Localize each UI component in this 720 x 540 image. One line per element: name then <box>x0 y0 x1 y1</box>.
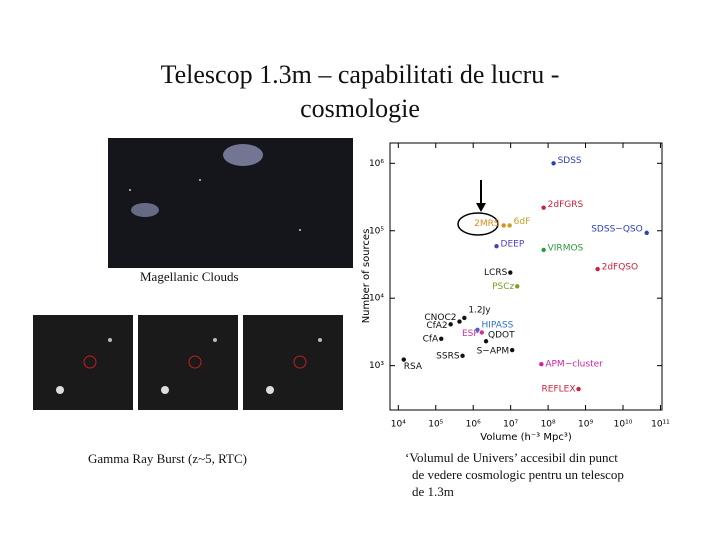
x-tick-label: 10⁵ <box>428 420 443 430</box>
point-label: SDSS <box>558 156 582 166</box>
data-point <box>576 386 581 392</box>
data-point <box>595 266 600 272</box>
x-tick-label: 10⁷ <box>503 420 518 430</box>
chart-caption: de 1.3m <box>412 484 454 499</box>
image-caption: Magellanic Clouds <box>140 269 239 284</box>
star <box>56 386 64 394</box>
marker <box>188 355 202 369</box>
x-tick-label: 10¹¹ <box>651 420 670 430</box>
y-tick-label: 10⁵ <box>369 226 384 236</box>
point-label: 2MRS <box>474 219 500 229</box>
highlight-ellipse <box>457 212 499 236</box>
star <box>129 189 131 191</box>
data-point <box>457 319 462 324</box>
y-tick-label: 10⁶ <box>369 159 384 169</box>
star <box>266 386 274 394</box>
chart-caption: ‘Volumul de Univers’ accesibil din punct <box>405 450 618 465</box>
point-label: VIRMOS <box>548 243 584 253</box>
star <box>161 386 169 394</box>
y-tick-label: 10³ <box>369 361 384 371</box>
point-label: DEEP <box>501 240 525 250</box>
data-point <box>494 244 499 249</box>
data-point <box>644 230 649 236</box>
data-point <box>539 362 544 367</box>
star <box>299 229 301 231</box>
data-point <box>460 353 465 358</box>
data-point <box>475 327 480 333</box>
data-point <box>462 315 467 321</box>
star <box>108 338 112 342</box>
plot-frame <box>389 142 663 411</box>
grb-panels <box>33 315 343 410</box>
data-point <box>439 336 444 342</box>
arrow-head <box>476 203 486 212</box>
point-label: QDOT <box>488 331 515 341</box>
galaxy <box>223 144 263 166</box>
point-label: REFLEX <box>542 385 576 395</box>
photo <box>138 315 238 410</box>
point-label: HIPASS <box>481 320 513 330</box>
point-label: 1.2Jy <box>468 305 491 315</box>
point-label: CNOC2 <box>424 313 456 323</box>
point-label: LCRS <box>484 268 508 278</box>
point-label: RSA <box>404 362 423 372</box>
slide-title: Telescop 1.3m – capabilitati de lucru - <box>160 60 560 89</box>
point-label: APM−cluster <box>545 360 603 370</box>
data-point <box>401 357 406 362</box>
image-caption: Gamma Ray Burst (z~5, RTC) <box>88 451 247 466</box>
point-label: S−APM <box>477 347 510 357</box>
x-tick-label: 10⁸ <box>541 420 556 430</box>
data-point <box>541 205 546 210</box>
x-tick-label: 10⁴ <box>391 420 406 430</box>
star <box>199 179 201 181</box>
x-tick-label: 10⁹ <box>578 420 593 430</box>
y-axis-label: Number of sources <box>361 229 372 324</box>
point-label: SDSS−QSO <box>591 224 643 234</box>
y-tick-label: 10⁴ <box>369 294 384 304</box>
point-label: 2dFGRS <box>548 200 584 210</box>
marker <box>293 355 307 369</box>
chart-caption: de vedere cosmologic pentru un telescop <box>412 467 624 482</box>
data-point <box>507 223 512 228</box>
star <box>318 338 322 342</box>
data-point <box>508 270 513 275</box>
star <box>213 338 217 342</box>
point-label: ESP <box>462 329 479 339</box>
data-point <box>551 161 556 166</box>
data-point <box>448 322 453 327</box>
marker <box>83 355 97 369</box>
slide-title: cosmologie <box>300 94 420 123</box>
photo <box>33 315 133 410</box>
data-point <box>479 330 485 335</box>
point-label: PSCz <box>492 282 514 292</box>
data-point <box>483 339 489 344</box>
point-label: 6dF <box>514 217 531 227</box>
point-label: SSRS <box>436 351 460 361</box>
data-point <box>541 247 546 253</box>
point-label: 2dFQSO <box>602 263 639 273</box>
photo <box>243 315 343 410</box>
galaxy <box>131 203 159 217</box>
x-tick-label: 10¹⁰ <box>614 420 633 430</box>
point-label: CfA <box>423 334 439 344</box>
data-point <box>501 223 506 228</box>
data-point <box>510 347 515 353</box>
data-point <box>515 284 520 289</box>
x-tick-label: 10⁶ <box>466 420 481 430</box>
x-axis-label: Volume (h⁻³ Mpc³) <box>480 432 572 443</box>
point-label: CfA2 <box>426 321 447 331</box>
